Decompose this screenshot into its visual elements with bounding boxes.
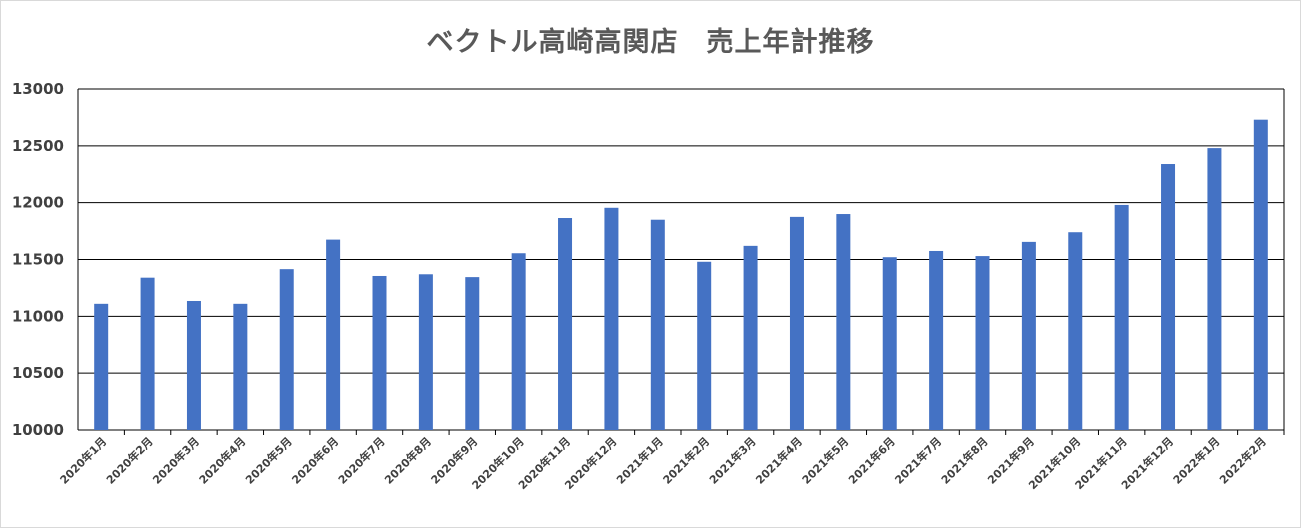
y-tick-label: 11000 bbox=[12, 307, 64, 325]
y-tick-label: 13000 bbox=[12, 80, 64, 98]
x-tick-label: 2021年8月 bbox=[938, 434, 991, 487]
bar bbox=[789, 216, 804, 430]
x-tick-label: 2021年5月 bbox=[799, 434, 852, 487]
bar bbox=[697, 261, 712, 430]
y-axis-ticks: 10000 10500 11000 11500 12000 12500 13000 bbox=[12, 80, 64, 439]
bar bbox=[1161, 164, 1176, 430]
x-tick-label: 2021年3月 bbox=[706, 434, 759, 487]
x-tick-label: 2020年7月 bbox=[335, 434, 388, 487]
bar bbox=[604, 207, 619, 430]
gridlines bbox=[77, 88, 1285, 431]
x-tick-label: 2021年2月 bbox=[660, 434, 713, 487]
bar bbox=[326, 239, 341, 430]
y-tick-label: 11500 bbox=[12, 251, 64, 269]
bar bbox=[975, 256, 990, 430]
bar bbox=[233, 303, 248, 430]
x-tick-label: 2020年5月 bbox=[242, 434, 295, 487]
y-tick-label: 12500 bbox=[12, 137, 64, 155]
y-tick-label: 10500 bbox=[12, 364, 64, 382]
x-tick-label: 2020年3月 bbox=[150, 434, 203, 487]
x-tick-label: 2021年6月 bbox=[845, 434, 898, 487]
y-tick-label: 10000 bbox=[12, 421, 64, 439]
x-axis-ticks: 2020年1月2020年2月2020年3月2020年4月2020年5月2020年… bbox=[57, 430, 1285, 492]
x-tick-label: 2022年1月 bbox=[1170, 434, 1223, 487]
bar bbox=[1253, 119, 1268, 430]
x-tick-label: 2021年7月 bbox=[892, 434, 945, 487]
x-tick-label: 2020年8月 bbox=[381, 434, 434, 487]
bar bbox=[650, 219, 665, 430]
bar bbox=[1114, 204, 1129, 430]
bar bbox=[743, 245, 758, 430]
x-tick-label: 2022年2月 bbox=[1216, 434, 1269, 487]
x-tick-label: 2021年4月 bbox=[753, 434, 806, 487]
bar bbox=[465, 277, 480, 430]
x-tick-label: 2021年1月 bbox=[613, 434, 666, 487]
bar bbox=[1021, 241, 1036, 430]
bar bbox=[511, 253, 526, 430]
bar bbox=[1068, 232, 1083, 430]
bar bbox=[279, 269, 294, 430]
x-tick-label: 2020年2月 bbox=[103, 434, 156, 487]
bar bbox=[558, 218, 573, 430]
bar bbox=[140, 277, 155, 430]
bar bbox=[372, 275, 387, 430]
bar bbox=[186, 300, 201, 430]
bar bbox=[929, 250, 944, 430]
x-tick-label: 2020年1月 bbox=[57, 434, 110, 487]
bar bbox=[1207, 148, 1222, 430]
bar bbox=[836, 214, 851, 430]
bars bbox=[94, 119, 1268, 430]
chart-title: ベクトル高崎高関店 売上年計推移 bbox=[426, 27, 875, 58]
x-tick-label: 2020年4月 bbox=[196, 434, 249, 487]
bar bbox=[418, 274, 433, 430]
y-tick-label: 12000 bbox=[12, 194, 64, 212]
x-tick-label: 2020年6月 bbox=[289, 434, 342, 487]
bar bbox=[882, 257, 897, 430]
bar bbox=[94, 303, 109, 430]
